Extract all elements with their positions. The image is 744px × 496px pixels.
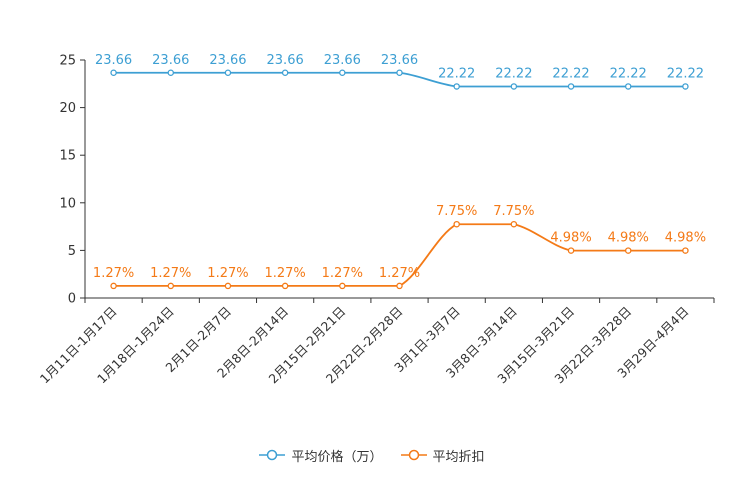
series-1-data-label: 1.27% [379,266,420,281]
series-1-point [624,247,632,254]
legend-item-discount[interactable]: 平均折扣 [400,446,485,465]
series-0-data-label: 23.66 [324,53,361,68]
legend: 平均价格（万） 平均折扣 [0,444,744,466]
series-1-point [510,220,518,228]
y-tick-label: 0 [68,292,76,307]
series-1-point [224,282,232,290]
series-1-data-label: 1.27% [150,266,191,281]
legend-item-price[interactable]: 平均价格（万） [259,446,383,465]
series-0-data-label: 22.22 [438,66,475,81]
series-0-point [224,69,232,77]
series-0-data-label: 23.66 [267,53,304,68]
series-1-data-label: 1.27% [264,266,305,281]
series-0-point [510,83,518,90]
series-1-point [110,282,117,290]
series-0-data-label: 23.66 [381,53,418,68]
series-0-point [396,69,403,77]
series-1-data-label: 1.27% [93,266,134,281]
series-line-1 [113,223,686,287]
series-0-point [624,83,632,90]
legend-discount-label: 平均折扣 [432,449,485,465]
legend-price-label: 平均价格（万） [291,449,383,465]
series-0-data-label: 22.22 [495,66,532,81]
series-0-data-label: 22.22 [552,66,589,81]
series-1-point [682,247,689,254]
legend-discount-line-icon [400,449,427,461]
y-tick-label: 10 [59,196,76,211]
series-0-point [281,69,289,77]
series-0-data-label: 22.22 [610,66,647,81]
y-tick-label: 25 [59,54,76,69]
series-1-data-label: 4.98% [608,231,649,246]
series-0-point [453,83,460,90]
series-0-data-label: 23.66 [152,53,189,68]
series-1-data-label: 4.98% [550,231,591,246]
series-1-data-label: 4.98% [665,231,706,246]
legend-price-line-icon [259,449,286,461]
series-1-data-label: 1.27% [207,266,248,281]
series-1-point [167,282,175,290]
series-1-point [281,282,289,290]
series-1-point [396,282,403,290]
series-0-data-label: 23.66 [95,53,132,68]
series-1-data-label: 7.75% [436,204,477,219]
series-0-point [110,69,117,77]
y-tick-label: 20 [59,101,76,116]
series-0-data-label: 22.22 [667,66,704,81]
series-0-point [567,83,575,90]
series-1-data-label: 1.27% [322,266,363,281]
series-1-point [453,220,460,228]
series-0-point [339,69,346,77]
series-0-point [167,69,175,77]
y-tick-label: 5 [68,244,76,259]
series-1-point [567,247,575,254]
series-0-point [682,83,689,90]
y-tick-label: 15 [59,149,76,164]
series-0-data-label: 23.66 [209,53,246,68]
series-1-data-label: 7.75% [493,204,534,219]
series-1-point [339,282,346,290]
